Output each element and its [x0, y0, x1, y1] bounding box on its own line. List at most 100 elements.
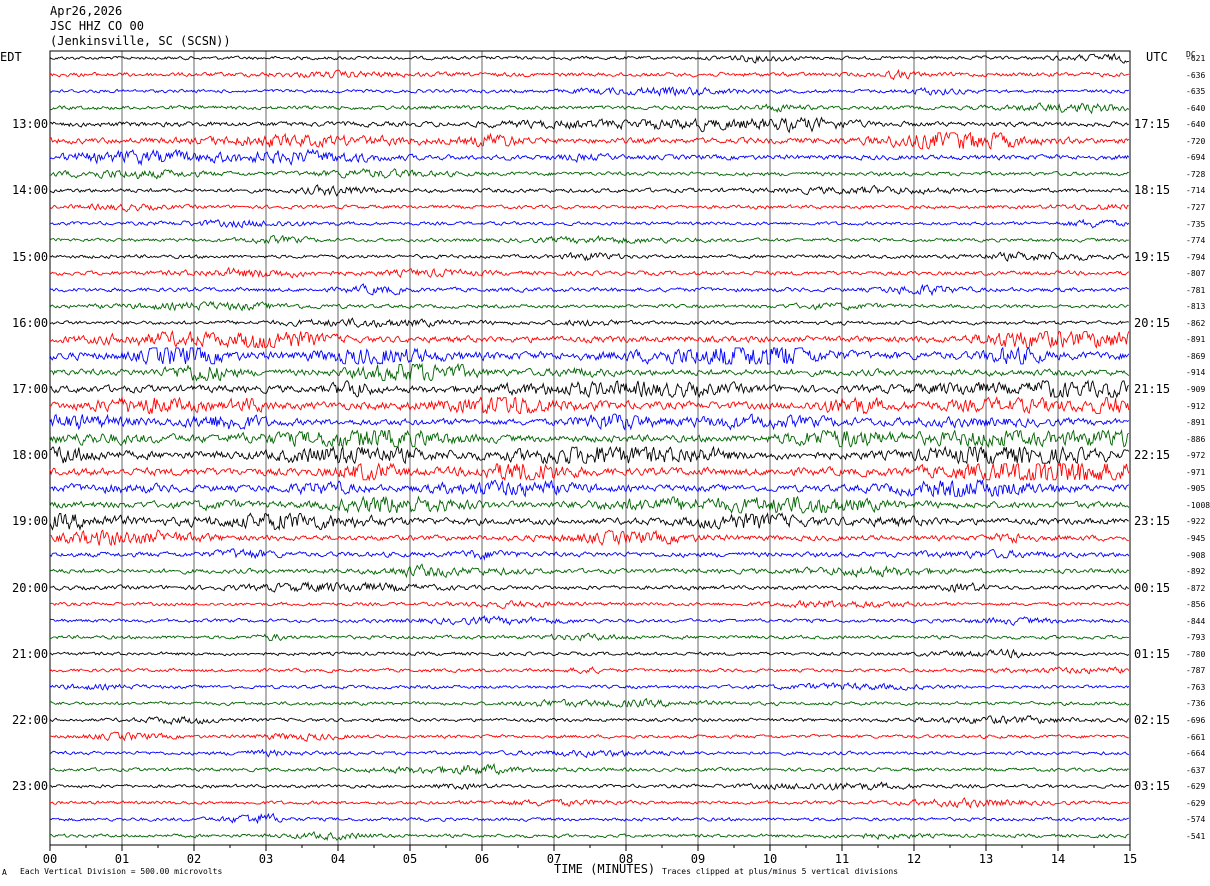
dc-offset-label: -727	[1186, 202, 1206, 212]
x-tick-label: 08	[619, 852, 633, 866]
scale-note: Each Vertical Division = 500.00 microvol…	[20, 867, 223, 876]
trace-line	[49, 648, 1130, 659]
trace-line	[49, 748, 1130, 759]
trace-line	[49, 131, 1130, 150]
right-hour-label: 23:15	[1134, 514, 1171, 529]
dc-offset-label: -664	[1186, 749, 1206, 759]
dc-offset-label: -891	[1186, 418, 1206, 428]
dc-offset-label: -736	[1186, 699, 1206, 709]
trace-line	[49, 666, 1130, 675]
trace-line	[49, 632, 1129, 642]
trace-line	[49, 581, 1129, 594]
header-location: (Jenkinsville, SC (SCSN))	[50, 34, 231, 48]
trace-line	[49, 812, 1129, 825]
dc-offset-label: -945	[1186, 533, 1206, 543]
trace-line	[49, 68, 1130, 81]
dc-offset-label: -892	[1186, 567, 1206, 577]
right-hour-label: 17:15	[1134, 117, 1171, 132]
right-hour-label: 02:15	[1134, 713, 1171, 727]
x-tick-label: 15	[1123, 852, 1137, 866]
dc-offset-label: -763	[1186, 682, 1206, 692]
trace-line	[49, 682, 1130, 691]
dc-offset-label: -891	[1186, 335, 1206, 345]
dc-offset-label: -971	[1186, 467, 1206, 477]
left-hour-label: 22:00	[12, 713, 49, 727]
trace-line	[49, 830, 1129, 841]
trace-line	[49, 362, 1130, 382]
trace-line	[49, 714, 1130, 726]
trace-line	[49, 395, 1130, 415]
x-tick-label: 01	[115, 852, 129, 866]
right-hour-label: 20:15	[1134, 315, 1171, 330]
dc-offset-label: -794	[1186, 252, 1206, 262]
trace-line	[49, 300, 1129, 312]
x-tick-label: 09	[691, 852, 705, 866]
dc-offset-label: -637	[1186, 765, 1206, 775]
dc-offset-label: -661	[1186, 732, 1206, 742]
trace-line	[49, 429, 1130, 448]
left-hour-label: 14:00	[12, 183, 49, 198]
left-hour-label: 19:00	[12, 514, 49, 529]
right-hour-label: 21:15	[1134, 382, 1171, 396]
x-tick-label: 12	[907, 852, 921, 866]
dc-offset-label: -813	[1186, 302, 1206, 312]
x-tick-label: 07	[547, 852, 561, 866]
dc-offset-label: -844	[1186, 616, 1206, 626]
x-axis-title: TIME (MINUTES)	[554, 862, 656, 876]
left-hour-label: 16:00	[12, 315, 49, 330]
trace-line	[49, 86, 1130, 97]
dc-header-label: DC	[1186, 50, 1196, 59]
dc-offset-label: -629	[1186, 798, 1206, 808]
trace-line	[49, 731, 1129, 743]
dc-offset-label: -886	[1186, 434, 1206, 444]
x-tick-label: 00	[43, 852, 57, 866]
dc-offset-label: -780	[1186, 649, 1206, 659]
header-station: JSC HHZ CO 00	[50, 19, 144, 33]
dc-offset-label: -912	[1186, 401, 1206, 411]
dc-offset-label: -774	[1186, 236, 1206, 246]
trace-line	[49, 563, 1130, 579]
trace-line	[49, 184, 1129, 197]
trace-line	[49, 283, 1129, 297]
corner-mark: A	[2, 868, 7, 877]
dc-offset-label: -862	[1186, 318, 1206, 328]
x-tick-label: 10	[763, 852, 777, 866]
trace-line	[49, 116, 1130, 134]
trace-line	[49, 762, 1129, 776]
dc-offset-label: -640	[1186, 103, 1206, 113]
trace-line	[49, 615, 1130, 626]
trace-line	[49, 251, 1130, 262]
dc-offset-label: -781	[1186, 285, 1206, 295]
dc-offset-label: -869	[1186, 351, 1206, 361]
dc-offset-label: -872	[1186, 583, 1206, 593]
dc-offset-label: -787	[1186, 666, 1206, 676]
dc-offset-label: -714	[1186, 186, 1206, 196]
right-hour-label: 19:15	[1134, 249, 1171, 264]
dc-offset-label: -922	[1186, 517, 1206, 527]
dc-offset-label: -629	[1186, 782, 1206, 792]
x-tick-label: 02	[187, 852, 201, 866]
trace-line	[49, 379, 1130, 399]
x-tick-label: 13	[979, 852, 993, 866]
dc-offset-label: -720	[1186, 136, 1206, 146]
trace-line	[49, 317, 1129, 329]
dc-offset-label: -807	[1186, 269, 1206, 279]
left-hour-label: 13:00	[12, 117, 49, 132]
dc-offset-label: -914	[1186, 368, 1206, 378]
left-hour-label: 17:00	[12, 382, 49, 396]
trace-line	[49, 462, 1130, 482]
dc-offset-label: -728	[1186, 169, 1206, 179]
left-hour-label: 15:00	[12, 249, 49, 264]
right-timezone-label: UTC	[1146, 50, 1168, 64]
right-hour-label: 22:15	[1134, 448, 1171, 463]
trace-line	[49, 346, 1130, 366]
trace-line	[49, 697, 1130, 708]
x-tick-label: 03	[259, 852, 273, 866]
dc-offset-label: -635	[1186, 87, 1206, 97]
dc-offset-label: -1008	[1186, 500, 1210, 510]
dc-offset-label: -908	[1186, 550, 1206, 560]
dc-offset-label: -905	[1186, 484, 1206, 494]
left-hour-label: 20:00	[12, 580, 49, 595]
trace-line	[49, 168, 1129, 180]
